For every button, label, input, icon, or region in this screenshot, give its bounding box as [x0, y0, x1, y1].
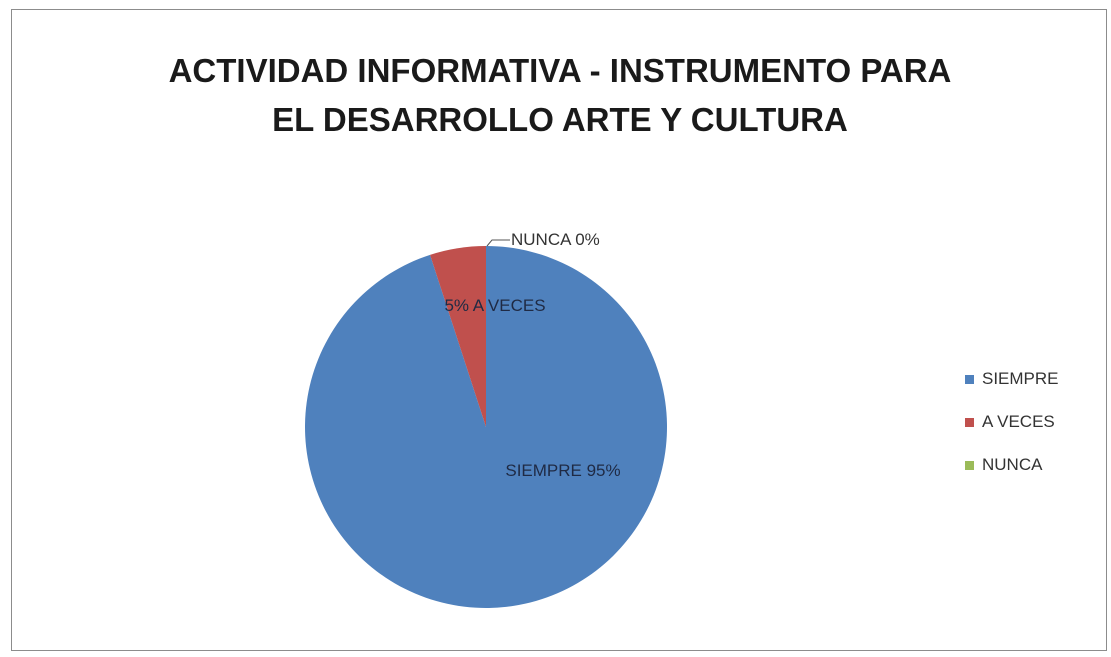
- pie-data-labels: SIEMPRE 95% 5% A VECES NUNCA 0%: [444, 230, 620, 480]
- legend-swatch-siempre: [965, 374, 974, 384]
- data-label-siempre: SIEMPRE 95%: [505, 461, 620, 480]
- legend-label-siempre: SIEMPRE: [982, 369, 1059, 388]
- pie-slice-siempre: [305, 246, 668, 608]
- legend-swatch-a-veces: [965, 417, 974, 427]
- chart-legend: SIEMPRE A VECES NUNCA: [965, 368, 1059, 497]
- data-label-nunca: NUNCA 0%: [511, 230, 600, 249]
- legend-label-a-veces: A VECES: [982, 412, 1055, 431]
- legend-label-nunca: NUNCA: [982, 455, 1043, 474]
- chart-title-line-2: EL DESARROLLO ARTE Y CULTURA: [272, 101, 848, 138]
- chart-title: ACTIVIDAD INFORMATIVA - INSTRUMENTO PARA…: [12, 46, 1108, 144]
- legend-item-a-veces: A VECES: [965, 411, 1059, 433]
- legend-item-siempre: SIEMPRE: [965, 368, 1059, 390]
- chart-title-line-1: ACTIVIDAD INFORMATIVA - INSTRUMENTO PARA: [168, 52, 952, 89]
- pie-slices: [305, 246, 668, 608]
- pie-slice-a-veces: [430, 246, 486, 427]
- legend-item-nunca: NUNCA: [965, 454, 1059, 476]
- data-label-a-veces: 5% A VECES: [444, 296, 545, 315]
- data-label-nunca-leader: [486, 239, 510, 247]
- legend-swatch-nunca: [965, 460, 974, 470]
